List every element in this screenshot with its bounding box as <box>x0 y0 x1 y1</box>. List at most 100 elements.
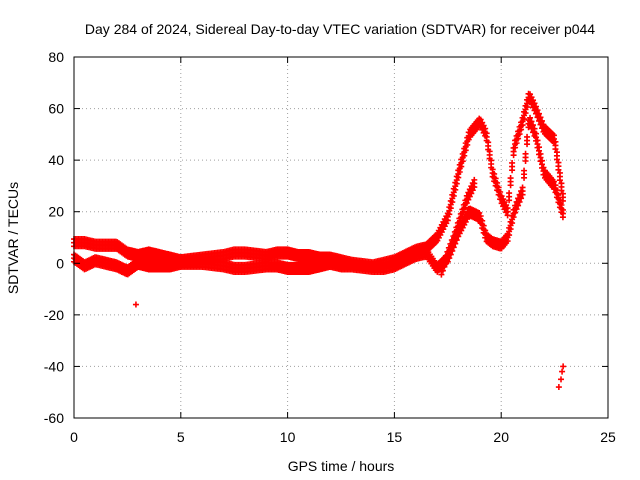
plot-frame <box>73 56 609 419</box>
data-marker <box>463 200 470 207</box>
data-marker <box>519 122 526 129</box>
data-marker <box>528 94 535 101</box>
data-marker <box>494 179 501 186</box>
data-marker <box>489 166 496 173</box>
data-marker <box>516 131 523 138</box>
data-marker <box>556 197 563 204</box>
data-marker <box>450 192 457 199</box>
data-marker <box>461 152 468 159</box>
chart-title: Day 284 of 2024, Sidereal Day-to-day VTE… <box>85 21 595 37</box>
y-tick-label: 40 <box>48 152 64 168</box>
data-marker <box>534 107 541 114</box>
data-marker <box>444 255 451 262</box>
data-marker <box>452 186 459 193</box>
data-marker <box>462 204 469 211</box>
data-marker <box>471 184 478 191</box>
data-marker <box>504 205 511 212</box>
data-marker <box>538 157 545 164</box>
data-marker <box>552 138 559 145</box>
outlier-marker <box>555 384 562 391</box>
data-marker <box>515 202 522 209</box>
data-marker <box>465 196 472 203</box>
x-tick-label: 25 <box>600 429 616 445</box>
x-tick-label: 20 <box>493 429 509 445</box>
data-marker <box>457 218 464 225</box>
data-marker <box>455 174 462 181</box>
data-marker <box>451 236 458 243</box>
data-marker <box>466 193 473 200</box>
data-marker <box>521 116 528 123</box>
data-marker <box>503 202 510 209</box>
data-marker <box>468 190 475 197</box>
data-marker <box>510 152 517 159</box>
data-marker <box>510 214 517 221</box>
data-marker <box>447 248 454 255</box>
data-marker <box>512 209 519 216</box>
outlier-marker <box>560 363 567 370</box>
data-marker <box>527 91 534 98</box>
data-marker <box>531 125 538 132</box>
data-marker <box>464 141 471 148</box>
data-marker <box>506 232 513 239</box>
data-marker <box>558 180 565 187</box>
data-marker <box>522 158 529 165</box>
data-marker <box>555 159 562 166</box>
data-marker <box>513 140 520 147</box>
data-marker <box>459 213 466 220</box>
data-marker <box>449 199 456 206</box>
data-marker <box>537 150 544 157</box>
data-marker <box>488 157 495 164</box>
data-marker <box>530 97 537 104</box>
data-marker <box>471 176 478 183</box>
data-marker <box>513 206 520 213</box>
data-marker <box>518 126 525 133</box>
data-marker <box>438 271 445 278</box>
data-marker <box>485 139 492 146</box>
data-marker <box>521 167 528 174</box>
data-marker <box>521 174 528 181</box>
data-marker <box>522 150 529 157</box>
data-marker <box>537 114 544 121</box>
data-marker <box>530 122 537 129</box>
data-marker <box>469 187 476 194</box>
data-marker <box>453 180 460 187</box>
data-marker <box>441 263 448 270</box>
data-marker <box>477 116 484 123</box>
data-marker <box>550 178 557 185</box>
data-marker <box>501 199 508 206</box>
data-marker <box>492 175 499 182</box>
y-tick-label: -60 <box>44 410 64 426</box>
data-marker <box>524 104 531 111</box>
plot-area <box>71 90 567 391</box>
data-marker <box>446 211 453 218</box>
y-tick-label: 0 <box>56 255 64 271</box>
data-marker <box>550 132 557 139</box>
data-marker <box>533 103 540 110</box>
data-marker <box>500 196 507 203</box>
y-tick-label: 20 <box>48 204 64 220</box>
data-marker <box>534 137 541 144</box>
data-marker <box>509 220 516 227</box>
x-tick-label: 5 <box>177 429 185 445</box>
data-marker <box>527 114 534 121</box>
data-marker <box>552 146 559 153</box>
data-marker <box>448 244 455 251</box>
data-marker <box>552 182 559 189</box>
data-marker <box>553 156 560 163</box>
data-marker <box>553 149 560 156</box>
data-marker <box>558 202 565 209</box>
y-tick-label: 80 <box>48 49 64 65</box>
data-marker <box>442 259 449 266</box>
data-marker <box>507 175 514 182</box>
data-marker <box>445 252 452 259</box>
data-marker <box>439 267 446 274</box>
data-marker <box>480 222 487 229</box>
data-marker <box>506 190 513 197</box>
data-marker <box>533 130 540 137</box>
y-tick-label: 60 <box>48 101 64 117</box>
data-marker <box>528 118 535 125</box>
data-marker <box>462 147 469 154</box>
data-marker <box>477 213 484 220</box>
data-marker <box>556 169 563 176</box>
data-marker <box>491 170 498 177</box>
